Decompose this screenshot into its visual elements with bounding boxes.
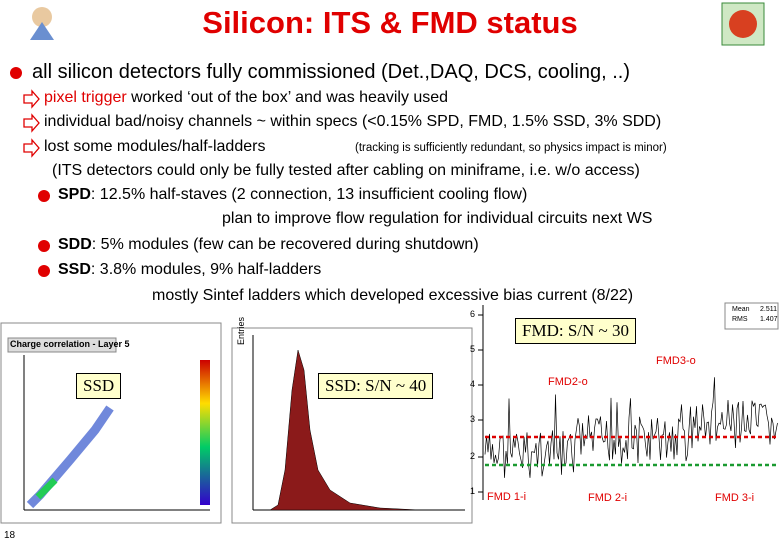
label: SPD (58, 186, 91, 203)
text: worked ‘out of the box’ and was heavily … (126, 89, 449, 106)
plot-frame (0, 322, 222, 524)
text: : 3.8% modules, 9% half-ladders (90, 261, 322, 278)
text: : 12.5% half-staves (2 connection, 13 in… (90, 186, 528, 203)
stat-value: 1.407 (760, 316, 778, 323)
sub-bullet: lost some modules/half-ladders (44, 138, 266, 155)
y-tick-label: 3 (470, 414, 476, 424)
ring-label: FMD 2-i (588, 492, 628, 504)
logo-right (721, 2, 765, 46)
stars (38, 190, 50, 277)
ring-label: FMD3-o (656, 355, 696, 367)
y-tick-label: 2 (470, 451, 476, 461)
stat-value: 2.511 (760, 306, 777, 313)
item: SSD: 3.8% modules, 9% half-ladders (58, 261, 321, 279)
y-tick-label: 4 (470, 379, 476, 389)
title: Silicon: ITS & FMD status (202, 5, 578, 40)
arrows (23, 89, 40, 158)
sub-bullet: individual bad/noisy channels ~ within s… (44, 113, 662, 130)
y-tick-label: 6 (470, 309, 476, 319)
stat-name: RMS (732, 316, 748, 323)
text: : 5% modules (few can be recovered durin… (91, 236, 479, 253)
item: SDD: 5% modules (few can be recovered du… (58, 236, 479, 254)
plot-title-box (7, 337, 117, 353)
stat-name: Mean (732, 306, 750, 313)
y-tick-label: 1 (470, 486, 476, 496)
plot-tag: SSD (76, 373, 122, 399)
label: SDD (58, 236, 92, 253)
note: (tracking is sufficiently redundant, so … (355, 142, 667, 154)
text-line: (ITS detectors could only be fully teste… (52, 162, 640, 179)
bullet: all silicon detectors fully commissioned… (32, 61, 630, 83)
item: SPD: 12.5% half-staves (2 connection, 13… (58, 186, 527, 204)
plot-title: Charge correlation - Layer 5 (10, 339, 130, 349)
y-tick-label: 5 (470, 344, 476, 354)
text-line: mostly Sintef ladders which developed ex… (152, 287, 634, 304)
ring-label: FMD 1-i (487, 491, 527, 503)
ring-label: FMD 3-i (715, 492, 755, 504)
ring-label: FMD2-o (548, 376, 588, 388)
plot-tag: SSD: S/N ~ 40 (318, 373, 434, 399)
sub-bullet: pixel trigger worked ‘out of the box’ an… (44, 89, 448, 107)
page-number: 18 (4, 530, 16, 541)
text-line: plan to improve flow regulation for indi… (222, 210, 653, 227)
plot-tag: FMD: S/N ~ 30 (515, 318, 636, 344)
logo-left (30, 7, 54, 40)
highlight: pixel trigger (44, 89, 127, 106)
bullet-dot (10, 67, 22, 79)
axis-label: Entries (236, 316, 246, 345)
label: SSD (58, 261, 91, 278)
